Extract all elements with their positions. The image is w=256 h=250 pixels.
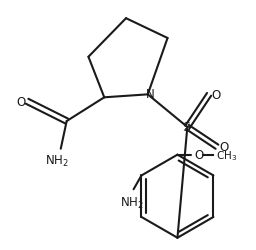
Text: N: N — [145, 88, 154, 101]
Text: O: O — [195, 148, 204, 162]
Text: O: O — [17, 96, 26, 108]
Text: O: O — [219, 141, 229, 154]
Text: NH$_2$: NH$_2$ — [45, 154, 69, 168]
Text: NH$_2$: NH$_2$ — [120, 195, 144, 210]
Text: O: O — [211, 88, 221, 102]
Text: S: S — [182, 121, 190, 134]
Text: CH$_3$: CH$_3$ — [216, 148, 238, 162]
